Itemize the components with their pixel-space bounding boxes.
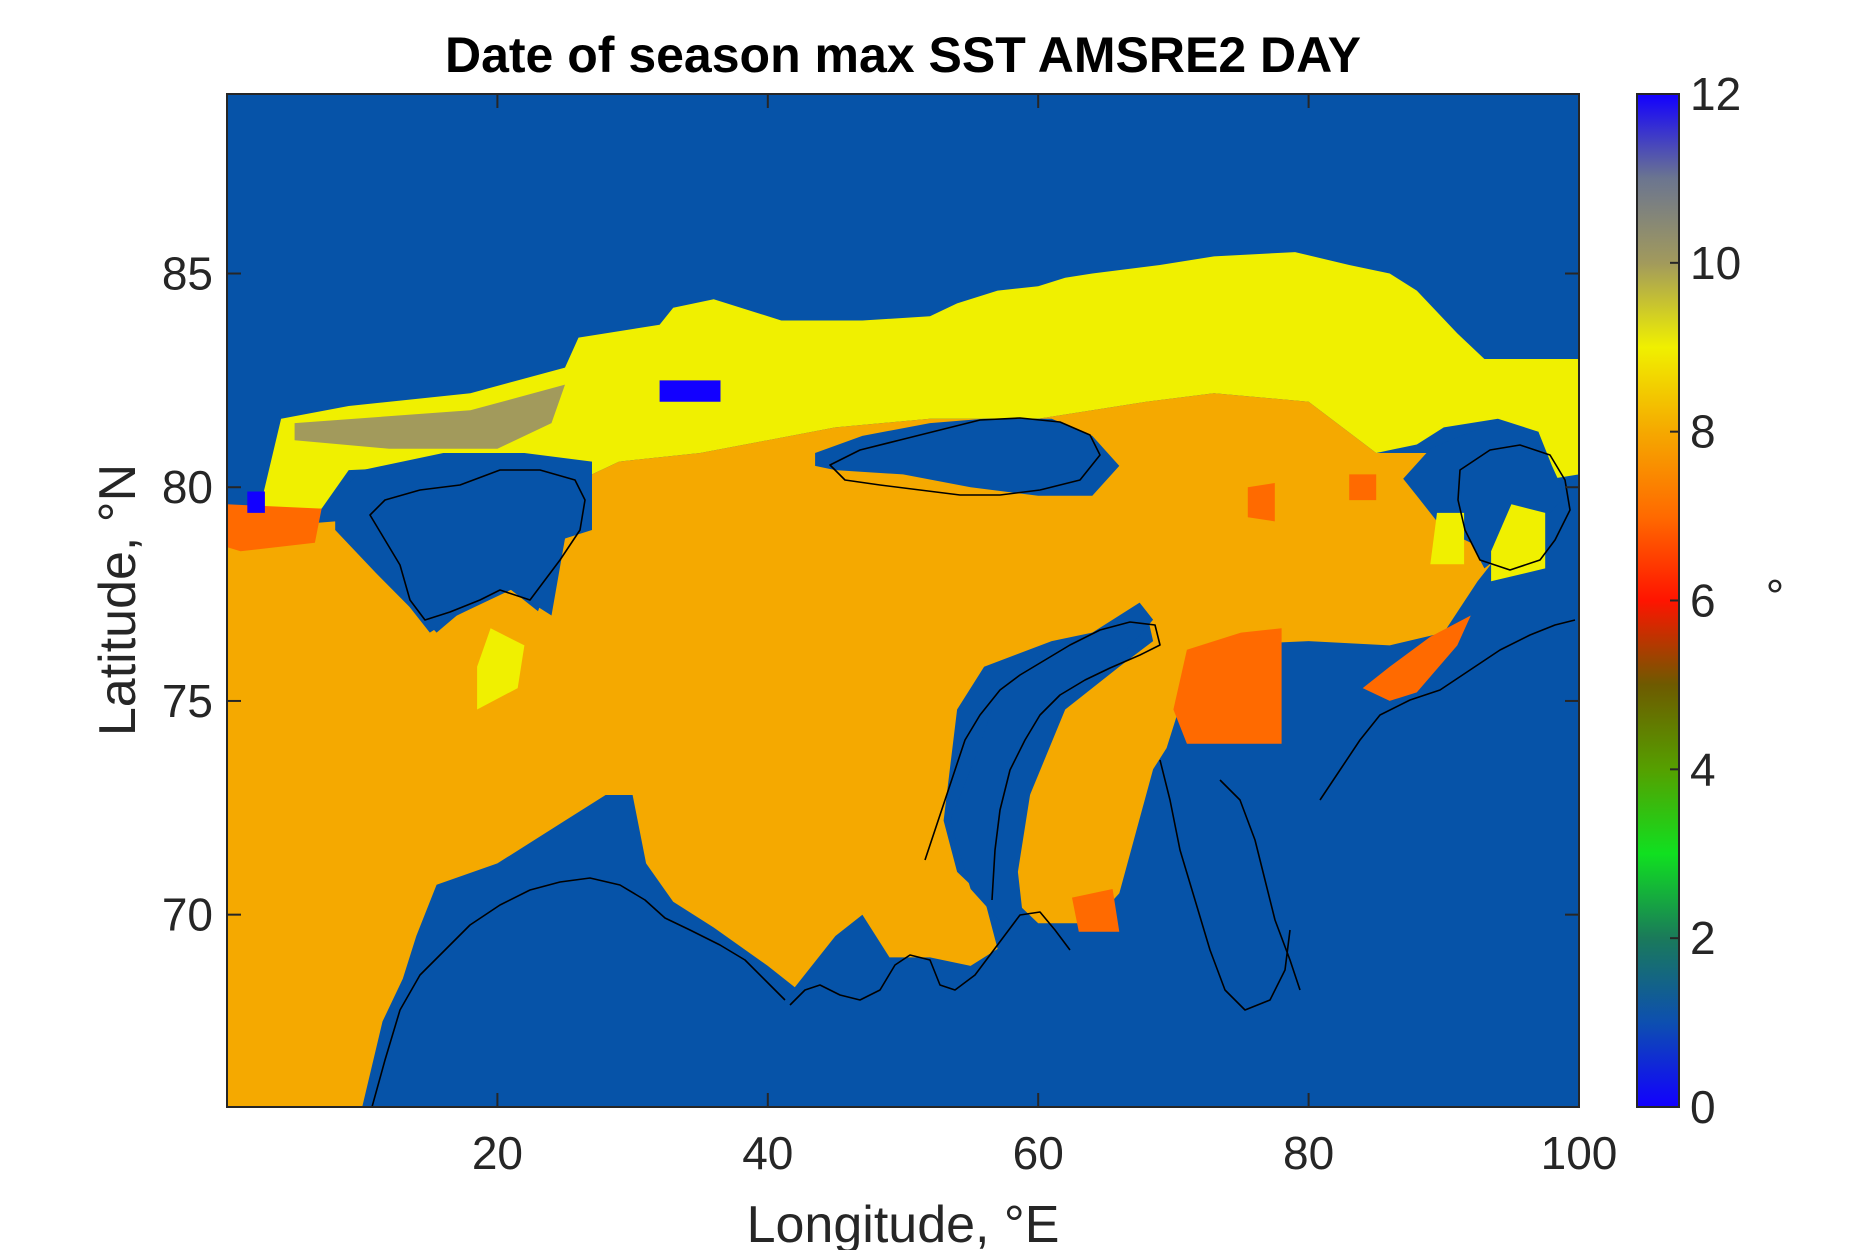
y-tick-label: 70 <box>162 889 213 941</box>
x-axis-ticks: 20 40 60 80 100 <box>472 94 1618 1179</box>
colorbar-tick-label: 8 <box>1690 406 1716 458</box>
coastline-yamal <box>1159 759 1291 1011</box>
colorbar-tick-label: 12 <box>1690 68 1741 120</box>
coastline-scandinavia <box>371 877 786 1107</box>
coastline-franz-josef <box>829 417 1101 496</box>
region-5 <box>227 504 322 552</box>
region-6 <box>1247 483 1275 522</box>
x-tick-label: 80 <box>1283 1127 1334 1179</box>
coastline-kola-white-sea <box>789 911 1071 1006</box>
region-1 <box>227 393 1512 1107</box>
coastline-svalbard <box>369 469 586 621</box>
region-7 <box>1349 474 1377 501</box>
x-tick-label: 20 <box>472 1127 523 1179</box>
coastline-gydan <box>1219 779 1301 991</box>
region-13 <box>477 628 525 710</box>
y-axis-ticks: 70 75 80 85 <box>162 248 1579 941</box>
colorbar-tick-label: 0 <box>1690 1081 1716 1133</box>
region-17 <box>247 491 265 513</box>
y-tick-label: 75 <box>162 675 213 727</box>
colorbar-label: ° <box>1766 570 1784 622</box>
plot-frame <box>226 93 1580 1108</box>
coastline-layer <box>369 417 1576 1107</box>
region-15 <box>1430 512 1465 565</box>
y-axis-title: Latitude, °N <box>89 464 147 736</box>
plot-area <box>227 94 1579 1107</box>
x-tick-label: 60 <box>1013 1127 1064 1179</box>
region-9 <box>815 418 1120 496</box>
region-3 <box>1362 615 1471 701</box>
colorbar-tick-label: 10 <box>1690 237 1741 289</box>
colorbar: 0 2 4 6 8 10 12 ° <box>1636 68 1784 1133</box>
coastline-taymyr <box>1319 619 1576 801</box>
x-tick-label: 40 <box>742 1127 793 1179</box>
coastline-severnaya-zemlya <box>1457 444 1571 571</box>
region-10 <box>335 453 592 633</box>
region-0 <box>260 252 1579 522</box>
colorbar-tick-label: 6 <box>1690 575 1716 627</box>
x-tick-label: 100 <box>1541 1127 1618 1179</box>
region-11 <box>950 602 1154 932</box>
coastline-novaya-zemlya <box>924 621 1161 901</box>
y-tick-label: 85 <box>162 248 213 300</box>
colorbar-ticks: 0 2 4 6 8 10 12 <box>1670 68 1741 1133</box>
chart-title: Date of season max SST AMSRE2 DAY <box>445 27 1361 83</box>
y-tick-label: 80 <box>162 461 213 513</box>
region-16 <box>659 380 721 402</box>
region-4 <box>1072 889 1120 932</box>
region-8 <box>294 384 565 449</box>
x-axis-title: Longitude, °E <box>747 1196 1060 1250</box>
region-2 <box>1173 628 1282 744</box>
colorbar-tick-label: 4 <box>1690 743 1716 795</box>
colorbar-tick-label: 2 <box>1690 912 1716 964</box>
